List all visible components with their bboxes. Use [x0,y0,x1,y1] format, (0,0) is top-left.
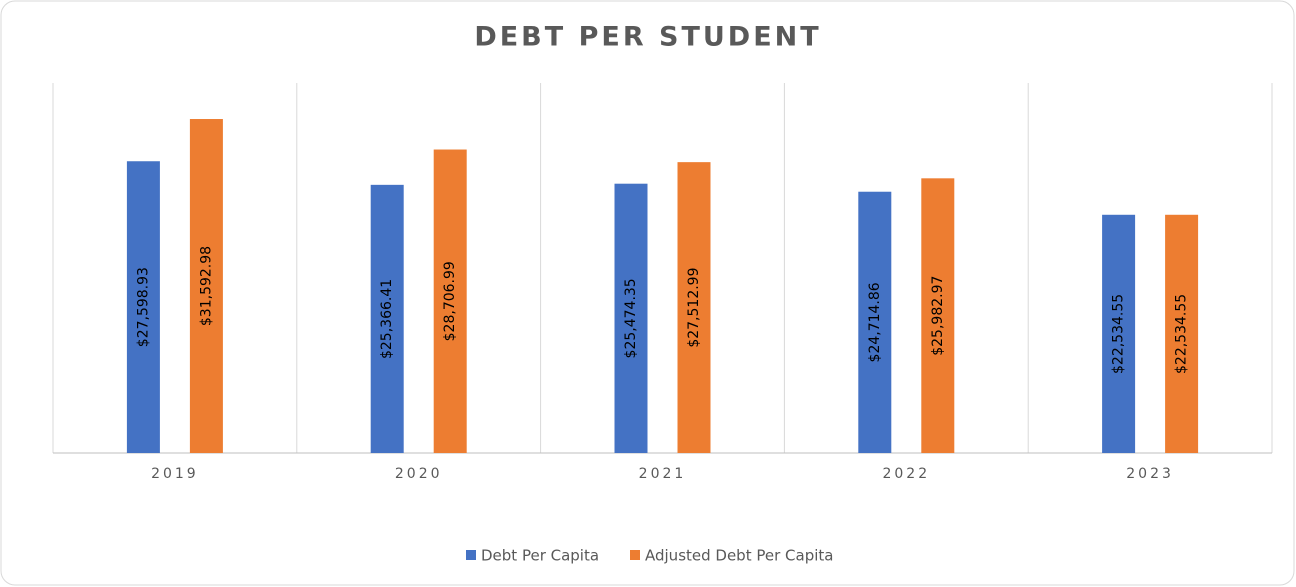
value-label: $31,592.98 [198,246,214,326]
bar [1165,214,1199,453]
legend-label: Adjusted Debt Per Capita [645,547,833,565]
bar [614,183,648,454]
bar [370,184,404,453]
value-label: $22,534.55 [1174,294,1190,374]
legend-label: Debt Per Capita [481,547,599,565]
x-tick-label: 2021 [639,466,687,482]
x-tick-label: 2023 [1126,466,1174,482]
bar [1102,214,1136,453]
bar [189,119,223,454]
value-label: $27,598.93 [135,267,151,347]
value-label: $22,534.55 [1111,294,1127,374]
bar [677,162,711,454]
value-label: $27,512.99 [686,267,702,347]
value-label: $25,474.35 [623,278,639,358]
legend-swatch [630,550,640,560]
bar [433,149,467,453]
value-label: $24,714.86 [867,282,883,362]
legend-swatch [466,550,476,560]
bar [858,191,892,453]
bar [921,178,955,454]
x-tick-label: 2019 [151,466,199,482]
value-label: $25,366.41 [379,279,395,359]
x-tick-label: 2022 [882,466,930,482]
x-tick-label: 2020 [395,466,443,482]
chart-title: DEBT PER STUDENT [474,22,821,53]
bar [126,161,160,454]
value-label: $25,982.97 [930,276,946,356]
value-label: $28,706.99 [442,261,458,341]
